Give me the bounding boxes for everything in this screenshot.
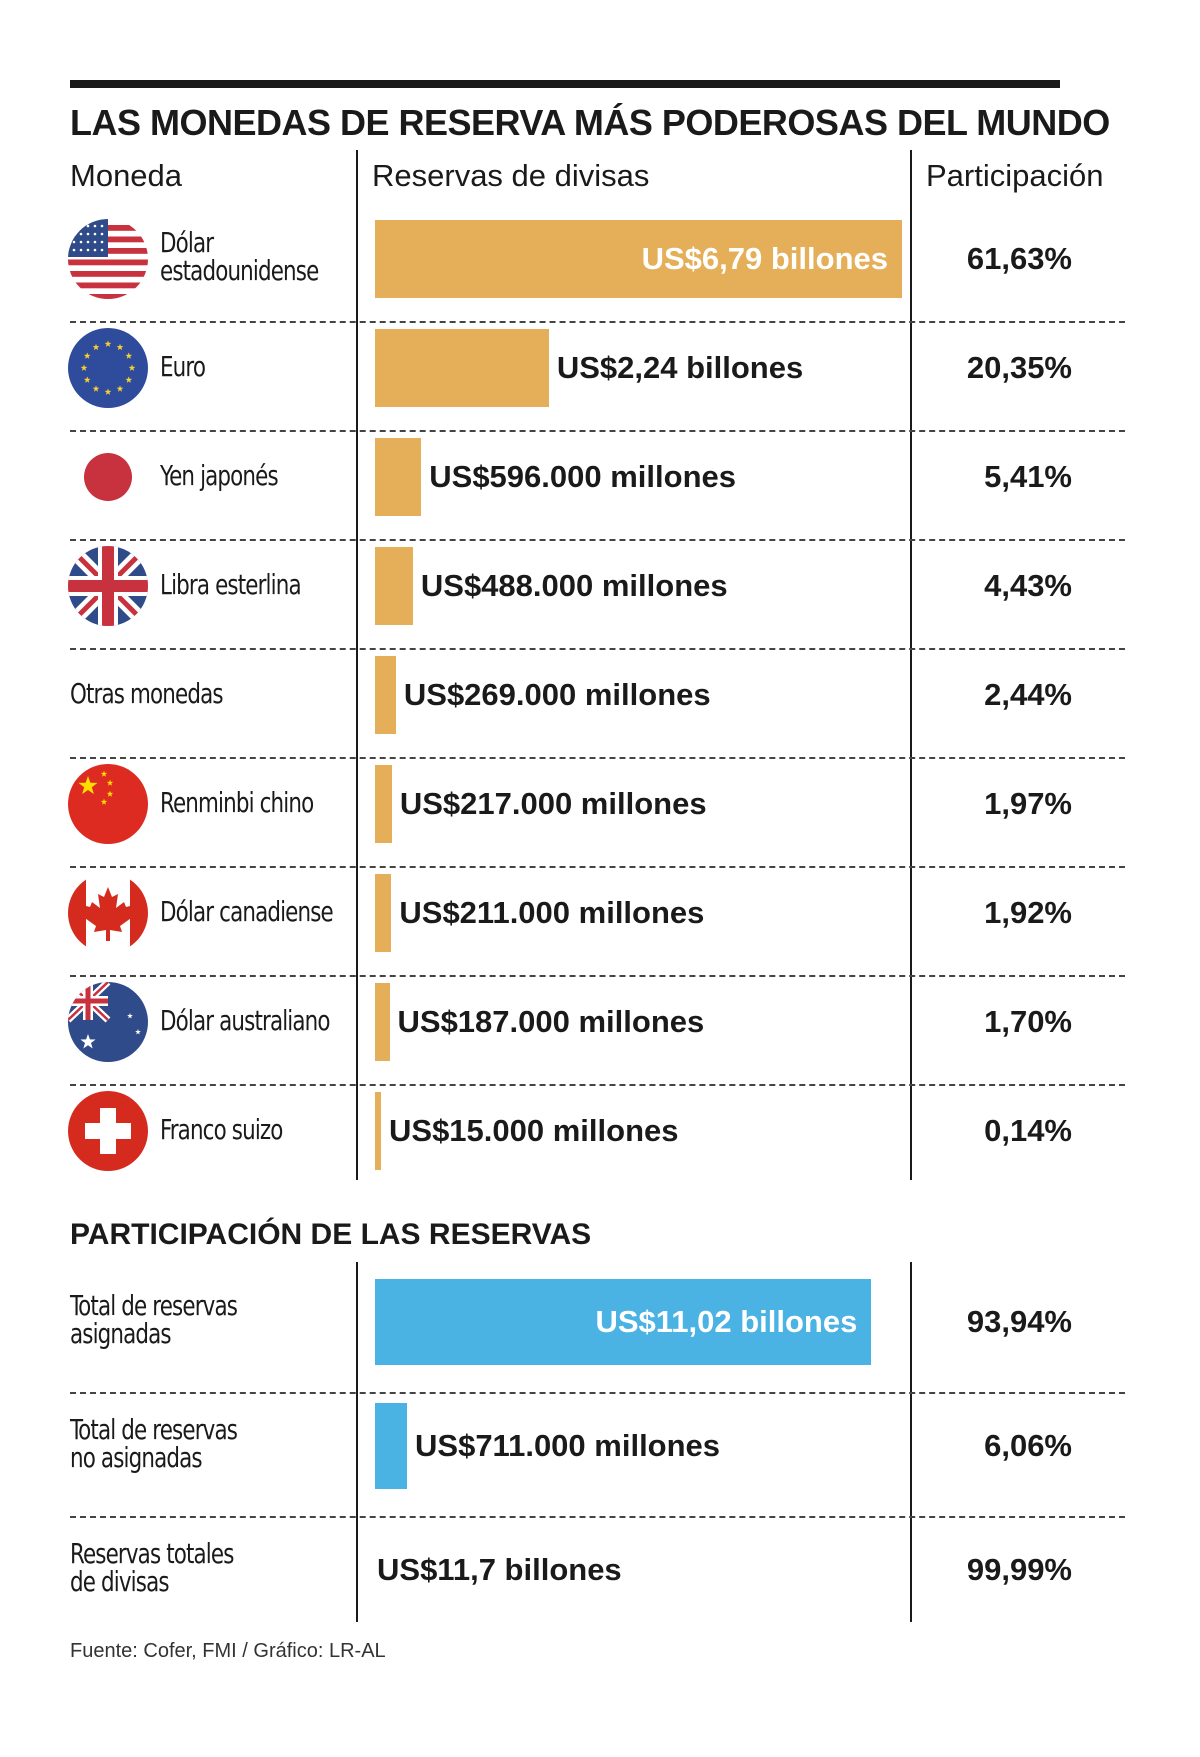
share-label-dolar-estadounidense: 61,63% bbox=[966, 240, 1072, 276]
row-separator bbox=[70, 321, 1125, 323]
bar-renminbi-chino bbox=[375, 764, 392, 843]
share-label-dolar-canadiense: 1,92% bbox=[984, 894, 1072, 930]
share-label-yen-japones: 5,41% bbox=[984, 458, 1072, 494]
row-separator bbox=[70, 757, 1125, 759]
us-flag-icon bbox=[68, 218, 148, 299]
share-label-otras-monedas: 2,44% bbox=[984, 676, 1072, 712]
label-line: de divisas bbox=[70, 1565, 170, 1598]
currency-label-dolar-estadounidense: Dólar estadounidense bbox=[160, 225, 319, 287]
label-line: Franco suizo bbox=[160, 1112, 283, 1146]
value-label-otras-monedas: US$269.000 millones bbox=[403, 676, 711, 712]
column-divider-left-2 bbox=[356, 1262, 358, 1622]
share-label-renminbi-chino: 1,97% bbox=[984, 785, 1072, 821]
row-separator bbox=[70, 975, 1125, 977]
share-label-total-de-reservas-no-asignadas: 6,06% bbox=[984, 1428, 1072, 1463]
value-label-yen-japones: US$596.000 millones bbox=[429, 458, 736, 494]
china-flag-icon bbox=[68, 763, 148, 844]
label-line: Yen japonés bbox=[160, 458, 279, 492]
currency-label-dolar-canadiense: Dólar canadiense bbox=[160, 894, 334, 928]
currency-label-otras-monedas: Otras monedas bbox=[70, 676, 224, 710]
row-separator bbox=[70, 1392, 1125, 1394]
uk-flag-icon bbox=[68, 545, 148, 626]
label-line: asignadas bbox=[70, 1317, 172, 1350]
bar-dolar-australiano bbox=[375, 982, 390, 1061]
label-line: Reservas totales bbox=[70, 1537, 234, 1570]
column-divider-left bbox=[356, 150, 358, 1180]
eu-flag-icon bbox=[68, 327, 148, 408]
bar-dolar-estadounidense bbox=[375, 219, 902, 298]
value-label-total-de-reservas-asignadas: US$11,02 billones bbox=[595, 1304, 858, 1339]
bar-franco-suizo bbox=[375, 1091, 381, 1170]
currency-label-total-de-reservas-no-asignadas: Total de reservas no asignadas bbox=[70, 1413, 238, 1474]
currency-label-franco-suizo: Franco suizo bbox=[160, 1112, 283, 1146]
currency-label-renminbi-chino: Renminbi chino bbox=[160, 785, 314, 819]
label-line: Euro bbox=[160, 349, 206, 383]
currency-label-reservas-totales-de-divisas: Reservas totales de divisas bbox=[70, 1540, 234, 1596]
swiss-flag-icon bbox=[68, 1090, 148, 1171]
chart-title: LAS MONEDAS DE RESERVA MÁS PODEROSAS DEL… bbox=[70, 102, 1110, 143]
share-label-dolar-australiano: 1,70% bbox=[984, 1003, 1072, 1039]
row-separator bbox=[70, 1084, 1125, 1086]
row-separator bbox=[70, 539, 1125, 541]
value-label-reservas-totales-de-divisas: US$11,7 billones bbox=[377, 1552, 622, 1587]
value-label-dolar-australiano: US$187.000 millones bbox=[397, 1003, 705, 1039]
value-label-franco-suizo: US$15.000 millones bbox=[389, 1112, 679, 1148]
label-line: Dólar australiano bbox=[160, 1003, 331, 1037]
source-note: Fuente: Cofer, FMI / Gráfico: LR-AL bbox=[70, 1640, 386, 1662]
share-label-total-de-reservas-asignadas: 93,94% bbox=[966, 1304, 1072, 1339]
share-label-franco-suizo: 0,14% bbox=[984, 1112, 1072, 1148]
value-label-euro: US$2,24 billones bbox=[556, 349, 804, 385]
australia-flag-icon bbox=[68, 981, 148, 1062]
label-line: Total de reservas bbox=[70, 1413, 238, 1446]
section2-title: PARTICIPACIÓN DE LAS RESERVAS bbox=[70, 1218, 592, 1251]
row-separator bbox=[70, 1516, 1125, 1518]
value-label-libra-esterlina: US$488.000 millones bbox=[420, 567, 728, 603]
value-label-dolar-canadiense: US$211.000 millones bbox=[399, 894, 705, 930]
currency-label-euro: Euro bbox=[160, 349, 206, 383]
bar-libra-esterlina bbox=[375, 546, 413, 625]
column-divider-right bbox=[910, 150, 912, 1180]
label-line: Libra esterlina bbox=[160, 567, 302, 601]
share-label-euro: 20,35% bbox=[966, 349, 1072, 385]
bar-euro bbox=[375, 328, 549, 407]
currency-label-yen-japones: Yen japonés bbox=[160, 458, 279, 492]
currency-label-dolar-australiano: Dólar australiano bbox=[160, 1003, 331, 1037]
share-label-libra-esterlina: 4,43% bbox=[984, 567, 1072, 603]
column-divider-right-2 bbox=[910, 1262, 912, 1622]
label-line: estadounidense bbox=[160, 253, 319, 287]
label-line: Dólar canadiense bbox=[160, 894, 334, 928]
value-label-renminbi-chino: US$217.000 millones bbox=[399, 785, 707, 821]
bar-total-de-reservas-no-asignadas bbox=[375, 1403, 408, 1489]
bar-dolar-canadiense bbox=[375, 873, 392, 952]
currency-label-libra-esterlina: Libra esterlina bbox=[160, 567, 302, 601]
column-header-reserves: Reservas de divisas bbox=[372, 158, 650, 193]
column-header-share: Participación bbox=[926, 158, 1104, 193]
bar-total-de-reservas-asignadas bbox=[375, 1279, 872, 1365]
bar-yen-japones bbox=[375, 437, 422, 516]
label-line: Otras monedas bbox=[70, 676, 224, 710]
label-line: Total de reservas bbox=[70, 1289, 238, 1322]
label-line: Renminbi chino bbox=[160, 785, 314, 819]
row-separator bbox=[70, 866, 1125, 868]
column-header-currency: Moneda bbox=[70, 158, 183, 193]
value-label-dolar-estadounidense: US$6,79 billones bbox=[641, 240, 888, 276]
currency-label-total-de-reservas-asignadas: Total de reservas asignadas bbox=[70, 1289, 238, 1350]
label-line: no asignadas bbox=[70, 1441, 203, 1474]
japan-flag-icon bbox=[68, 436, 148, 517]
share-label-reservas-totales-de-divisas: 99,99% bbox=[966, 1552, 1072, 1587]
canada-flag-icon bbox=[68, 872, 148, 953]
value-label-total-de-reservas-no-asignadas: US$711.000 millones bbox=[415, 1428, 721, 1463]
label-line: Dólar bbox=[160, 225, 214, 259]
row-separator bbox=[70, 430, 1125, 432]
bar-otras-monedas bbox=[375, 655, 396, 734]
row-separator bbox=[70, 648, 1125, 650]
top-rule bbox=[70, 80, 1060, 88]
